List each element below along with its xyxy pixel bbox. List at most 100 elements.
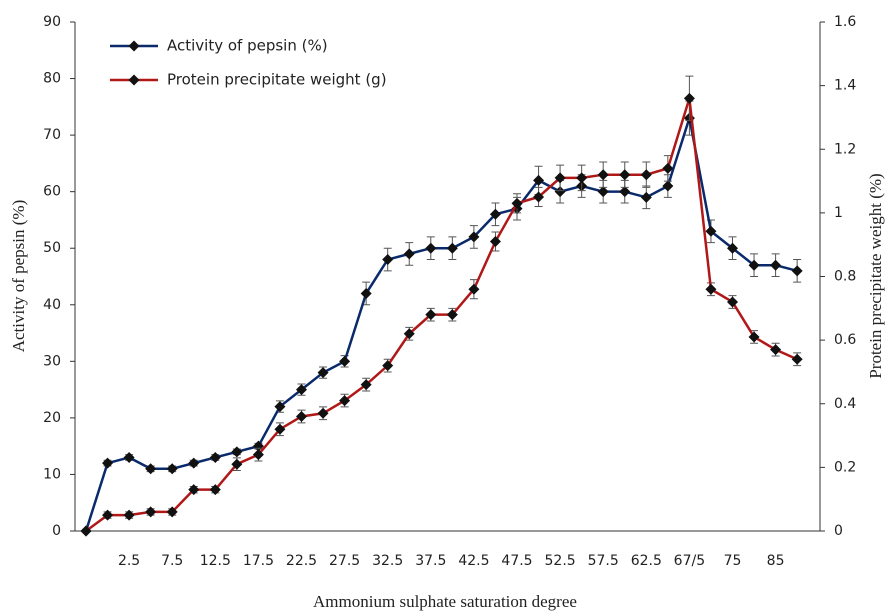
data-point: [446, 309, 458, 321]
y2-tick-label: 0.8: [834, 269, 856, 285]
data-point: [640, 169, 652, 181]
x-tick-label: 85: [767, 553, 785, 569]
y2-tick-label: 1: [834, 205, 843, 221]
x-tick-label: 75: [724, 553, 742, 569]
data-point: [770, 259, 782, 271]
data-point: [188, 457, 200, 469]
data-point: [209, 451, 221, 463]
data-point: [727, 242, 738, 254]
data-point: [727, 296, 738, 308]
data-point: [252, 449, 264, 461]
legend-label: Protein precipitate weight (g): [167, 71, 387, 89]
data-point: [511, 197, 523, 209]
data-point: [748, 331, 760, 343]
data-point: [770, 344, 782, 356]
y-tick-label: 0: [52, 523, 61, 539]
x-axis-title: Ammonium sulphate saturation degree: [313, 592, 577, 611]
data-point: [382, 254, 394, 266]
x-tick-label: 37.5: [415, 553, 446, 569]
data-point: [102, 457, 114, 469]
data-point: [640, 191, 652, 203]
data-point: [425, 309, 437, 321]
y-tick-label: 70: [43, 127, 61, 143]
data-point: [597, 186, 609, 198]
data-point: [576, 172, 588, 184]
y2-tick-label: 0: [834, 523, 843, 539]
data-point: [123, 509, 135, 521]
data-point: [209, 484, 221, 496]
data-point: [619, 186, 631, 198]
legend-label: Activity of pepsin (%): [167, 37, 328, 55]
data-point: [489, 208, 501, 220]
data-point: [166, 463, 178, 475]
data-point: [791, 353, 803, 365]
data-point: [619, 169, 631, 181]
data-point: [533, 174, 545, 186]
data-point: [123, 451, 135, 463]
y2-tick-label: 0.2: [834, 459, 856, 475]
data-point: [317, 367, 329, 379]
data-point: [80, 525, 92, 537]
y2-tick-label: 0.6: [834, 332, 856, 348]
data-point: [145, 463, 157, 475]
x-tick-label: 52.5: [545, 553, 576, 569]
data-point: [468, 231, 480, 243]
data-point: [339, 355, 351, 367]
x-tick-label: 17.5: [243, 553, 274, 569]
data-point: [102, 509, 114, 521]
data-point: [662, 162, 674, 174]
y-tick-label: 20: [43, 410, 61, 426]
y-tick-label: 30: [43, 353, 61, 369]
data-point: [382, 360, 394, 372]
data-point: [425, 242, 437, 254]
data-point: [166, 506, 178, 518]
data-point: [597, 169, 609, 181]
data-point: [296, 384, 307, 396]
y-tick-label: 10: [43, 466, 61, 482]
y2-tick-label: 1.4: [834, 78, 856, 94]
data-point: [296, 410, 307, 422]
y-axis-title: Activity of pepsin (%): [9, 200, 28, 353]
legend-marker: [128, 74, 140, 86]
y2-tick-label: 1.2: [834, 141, 856, 157]
x-tick-label: 67/5: [674, 553, 705, 569]
data-point: [683, 92, 695, 104]
y-tick-label: 50: [43, 240, 61, 256]
series-line: [85, 97, 798, 533]
data-point: [489, 236, 501, 248]
data-point: [468, 283, 480, 295]
x-tick-label: 12.5: [200, 553, 231, 569]
y-tick-label: 40: [43, 297, 61, 313]
data-point: [748, 259, 760, 271]
x-tick-label: 2.5: [118, 553, 140, 569]
y-tick-label: 90: [43, 14, 61, 30]
legend-marker: [128, 40, 140, 52]
data-point: [188, 484, 200, 496]
x-tick-label: 27.5: [329, 553, 360, 569]
y2-axis-title: Protein precipitate weight (%): [866, 173, 885, 378]
data-point: [554, 186, 566, 198]
x-tick-label: 42.5: [458, 553, 489, 569]
data-point: [446, 242, 458, 254]
data-point: [662, 180, 674, 192]
x-tick-label: 7.5: [161, 553, 183, 569]
data-point: [317, 407, 329, 419]
x-tick-label: 47.5: [501, 553, 532, 569]
y-tick-label: 80: [43, 71, 61, 87]
data-point: [274, 401, 286, 413]
y2-tick-label: 1.6: [834, 14, 856, 30]
data-point: [145, 506, 157, 518]
data-point: [231, 458, 243, 470]
data-point: [403, 248, 415, 260]
data-point: [252, 440, 264, 452]
series-line: [84, 117, 798, 532]
data-point: [360, 379, 372, 391]
data-point: [554, 172, 566, 184]
x-tick-label: 32.5: [372, 553, 403, 569]
data-point: [360, 287, 372, 299]
data-point: [705, 283, 717, 295]
data-point: [274, 423, 286, 435]
data-point: [339, 395, 351, 407]
x-tick-label: 22.5: [286, 553, 317, 569]
